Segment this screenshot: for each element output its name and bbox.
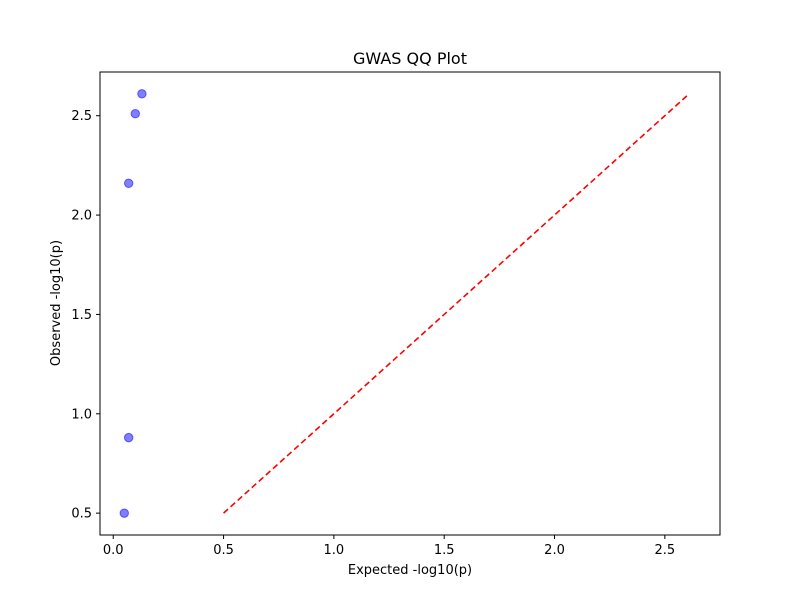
x-tick-label: 2.0: [544, 543, 565, 558]
y-axis-label: Observed -log10(p): [49, 240, 64, 366]
x-axis-ticks: 0.0 0.5 1.0 1.5 2.0 2.5: [103, 535, 675, 558]
data-point: [123, 432, 134, 443]
x-tick-label: 0.5: [213, 543, 234, 558]
x-tick-label: 1.5: [434, 543, 455, 558]
x-tick-label: 2.5: [654, 543, 675, 558]
y-tick-label: 1.5: [71, 308, 92, 323]
y-tick-label: 0.5: [71, 507, 92, 522]
data-point: [123, 178, 134, 188]
x-tick-label: 0.0: [103, 543, 124, 558]
y-axis-ticks: 0.5 1.0 1.5 2.0 2.5: [71, 109, 100, 522]
data-point: [137, 89, 147, 99]
y-tick-label: 2.5: [71, 109, 92, 124]
chart-title: GWAS QQ Plot: [353, 49, 467, 68]
x-axis-label: Expected -log10(p): [348, 563, 472, 578]
data-point: [130, 109, 141, 119]
data-point: [119, 508, 129, 518]
y-tick-label: 1.0: [71, 407, 92, 422]
axes-frame: [99, 71, 721, 536]
x-tick-label: 1.0: [324, 543, 345, 558]
y-tick-label: 2.0: [71, 209, 92, 224]
plot-area: [119, 89, 690, 518]
